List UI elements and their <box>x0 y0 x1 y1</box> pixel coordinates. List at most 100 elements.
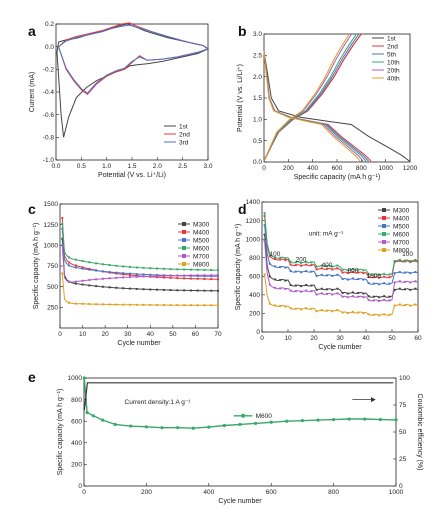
data-point <box>367 313 370 316</box>
panel-e: 0 200 400 600 800 100002004006008001000Cycle … <box>57 375 423 505</box>
data-point <box>362 296 365 299</box>
data-point <box>310 264 313 267</box>
y2-tick-label: 75 <box>399 402 407 409</box>
data-point <box>294 261 297 264</box>
legend-label: M700 <box>193 253 210 260</box>
data-point <box>156 288 159 291</box>
x-tick-label: 600 <box>332 165 343 172</box>
data-point <box>203 268 206 271</box>
data-point <box>341 278 344 281</box>
data-point <box>378 276 380 279</box>
data-point <box>61 217 64 220</box>
data-point <box>68 264 71 267</box>
data-point <box>315 274 318 277</box>
capacity-point <box>144 425 148 429</box>
data-point <box>128 276 131 279</box>
data-point <box>409 272 412 275</box>
data-point <box>404 288 406 291</box>
data-point <box>183 304 186 307</box>
data-point <box>101 303 104 306</box>
data-point <box>61 222 64 225</box>
y-tick-label: 3.0 <box>253 31 262 38</box>
legend-label: 2nd <box>387 43 398 50</box>
rate-label: 800 <box>348 268 359 275</box>
data-point <box>346 296 349 299</box>
panel-label-b: b <box>238 23 247 39</box>
data-point <box>310 284 313 287</box>
legend-marker <box>382 232 386 236</box>
legend-marker <box>182 222 186 226</box>
y-tick-label: 2.5 <box>253 53 262 60</box>
data-point <box>279 266 282 268</box>
x-axis-label: Cycle number <box>218 498 262 505</box>
data-point <box>352 271 354 274</box>
data-point <box>217 269 219 272</box>
data-point <box>310 290 313 293</box>
data-point <box>274 265 276 268</box>
data-point <box>326 267 328 270</box>
data-point <box>383 272 386 275</box>
data-point <box>263 240 266 242</box>
data-point <box>128 272 131 275</box>
panel-label-d: d <box>238 201 247 217</box>
cycle-series-M400 <box>61 218 218 280</box>
data-point <box>310 270 313 273</box>
data-point <box>289 284 292 287</box>
unit-label: unit: mA g⁻¹ <box>309 230 344 237</box>
data-point <box>398 303 401 306</box>
x-tick-label: 400 <box>307 165 318 172</box>
legend-label: M500 <box>393 223 410 230</box>
data-point <box>320 292 323 295</box>
y2-axis-label: Coulombic efficiency (%) <box>416 394 423 471</box>
data-point <box>68 301 71 304</box>
y-tick-label: 0 <box>256 329 260 336</box>
capacity-point <box>222 423 226 428</box>
data-point <box>176 268 179 271</box>
data-point <box>196 289 199 292</box>
legend-label: 40th <box>387 75 400 82</box>
legend-marker <box>182 246 186 250</box>
capacity-point <box>394 418 398 422</box>
capacity-point <box>82 376 86 380</box>
data-point <box>115 271 118 274</box>
x-tick-label: 10 <box>284 335 292 342</box>
data-point <box>284 257 287 260</box>
data-point <box>156 267 159 270</box>
x-axis-label: Specific capacity (mA h g⁻¹) <box>294 174 381 181</box>
data-point <box>95 269 98 272</box>
data-point <box>122 265 125 268</box>
data-point <box>135 266 138 269</box>
data-point <box>81 267 84 270</box>
x-tick-label: 1.0 <box>102 163 111 170</box>
x-tick-label: 10 <box>79 331 87 338</box>
data-point <box>217 304 219 307</box>
y-tick-label: 800 <box>249 255 260 262</box>
data-point <box>383 275 386 278</box>
data-point <box>263 224 266 227</box>
data-point <box>183 277 186 280</box>
data-point <box>95 285 98 288</box>
data-point <box>346 292 349 295</box>
legend-label: 1st <box>179 123 188 130</box>
data-point <box>210 278 213 281</box>
data-point <box>305 270 308 273</box>
data-point <box>115 276 118 279</box>
data-point <box>331 293 334 296</box>
data-point <box>326 309 328 312</box>
data-point <box>74 264 77 267</box>
data-point <box>74 258 77 261</box>
cycle-series-M500 <box>61 228 218 277</box>
data-point <box>108 271 111 274</box>
data-point <box>284 305 287 308</box>
legend-label: 5th <box>387 51 396 58</box>
data-point <box>378 299 380 302</box>
data-point <box>162 304 165 307</box>
data-point <box>398 258 401 261</box>
y-tick-label: 0.0 <box>45 44 54 51</box>
data-point <box>81 302 84 305</box>
data-point <box>284 259 287 262</box>
data-point <box>352 291 354 294</box>
y-tick-label: 1500 <box>44 201 59 208</box>
data-point <box>203 304 206 307</box>
data-point <box>210 289 213 292</box>
